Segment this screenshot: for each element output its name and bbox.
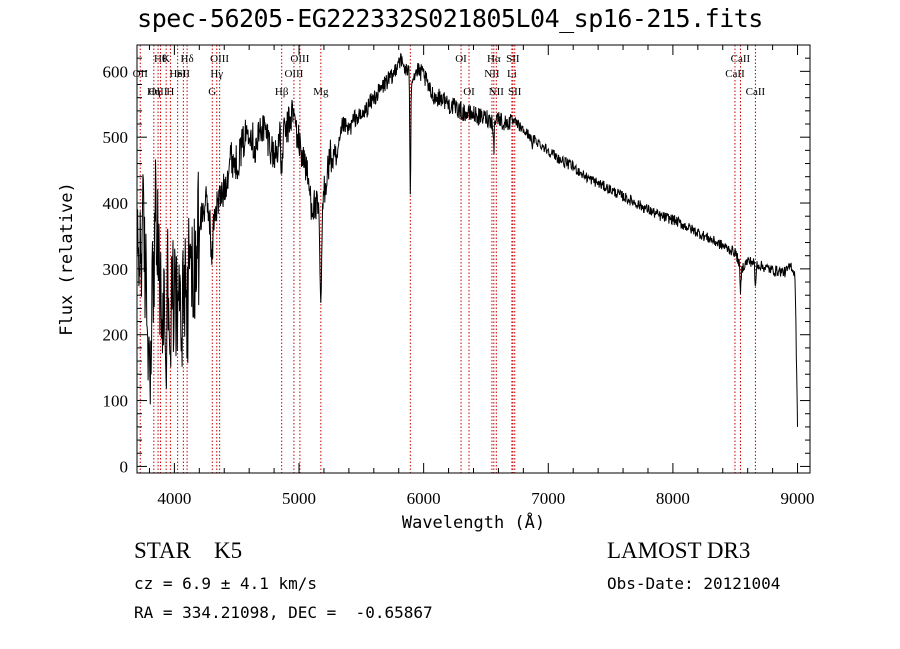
line-marker-label: OIII — [210, 53, 229, 65]
line-marker-label: SII — [177, 68, 191, 80]
y-tick-labels: 0 100 200 300 400 500 600 — [103, 62, 129, 476]
line-marker-label: OIII — [290, 53, 309, 65]
line-marker-label: Hα — [487, 53, 501, 65]
x-tick-label: 9000 — [781, 489, 815, 508]
axis-ticks — [137, 45, 810, 473]
line-marker-labels: OIIHηOIIIHθKHHeISIIHδGHγOIIIHβOIIIOIIIMg… — [133, 53, 766, 98]
spectrum-line — [137, 52, 798, 427]
y-tick-label: 200 — [103, 326, 129, 345]
line-marker-label: NII — [484, 68, 500, 80]
line-marker-label: OIII — [284, 68, 303, 80]
x-tick-label: 8000 — [656, 489, 690, 508]
x-tick-label: 5000 — [282, 489, 316, 508]
line-marker-label: SII — [508, 86, 522, 98]
x-tick-label: 7000 — [531, 489, 565, 508]
y-tick-label: 500 — [103, 128, 129, 147]
line-marker-label: K — [162, 53, 170, 65]
chart-title: spec-56205-EG222332S021805L04_sp16-215.f… — [137, 4, 763, 33]
y-tick-label: 300 — [103, 260, 129, 279]
object-subclass: K5 — [213, 538, 243, 563]
line-marker-label: G — [208, 86, 216, 98]
line-marker-label: NII — [489, 86, 505, 98]
line-marker-label: CaII — [725, 68, 745, 80]
line-marker-label: Hγ — [210, 68, 223, 80]
y-tick-label: 400 — [103, 194, 129, 213]
y-tick-label: 0 — [120, 457, 129, 476]
line-marker-label: CaII — [746, 86, 766, 98]
line-marker-label: OII — [133, 68, 149, 80]
observation-date: Obs-Date: 20121004 — [607, 574, 781, 593]
line-marker-label: OI — [463, 86, 475, 98]
line-marker-label: HeI — [169, 68, 186, 80]
x-tick-labels: 4000 5000 6000 7000 8000 9000 — [157, 489, 814, 508]
survey-name: LAMOST DR3 — [607, 538, 751, 563]
line-marker-label: H — [166, 86, 174, 98]
line-marker-label: Hβ — [275, 86, 289, 98]
line-markers — [139, 45, 756, 473]
line-marker-label: Li — [507, 68, 517, 80]
ra-dec-coordinates: RA = 334.21098, DEC = -0.65867 — [134, 603, 433, 622]
line-marker-label: Hη — [147, 86, 161, 98]
line-marker-label: CaII — [731, 53, 751, 65]
y-tick-label: 600 — [103, 62, 129, 81]
line-marker-label: Hδ — [181, 53, 194, 65]
line-marker-label: OI — [455, 53, 467, 65]
line-marker-label: Hθ — [154, 53, 167, 65]
redshift-cz: cz = 6.9 ± 4.1 km/s — [134, 574, 318, 593]
y-tick-label: 100 — [103, 392, 129, 411]
line-marker-label: Mg — [313, 86, 329, 98]
line-marker-label: OIII — [149, 86, 168, 98]
spectrum-chart: OIIHηOIIIHθKHHeISIIHδGHγOIIIHβOIIIOIIIMg… — [57, 44, 815, 533]
x-tick-label: 4000 — [157, 489, 191, 508]
object-class: STAR K5 — [134, 538, 242, 564]
line-marker-label: SII — [506, 53, 520, 65]
x-tick-label: 6000 — [407, 489, 441, 508]
x-axis-label: Wavelength (Å) — [402, 511, 545, 533]
object-class-label: STAR — [134, 538, 191, 563]
y-axis-label: Flux (relative) — [57, 182, 77, 336]
